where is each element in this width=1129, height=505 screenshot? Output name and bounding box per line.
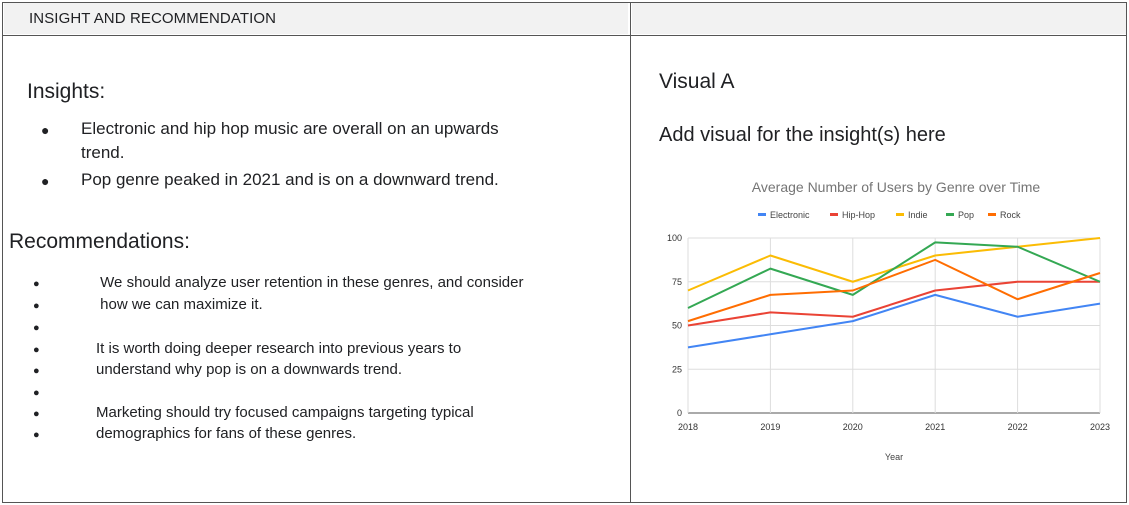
series-line-hip-hop — [687, 280, 1100, 327]
legend-swatch-pop — [946, 213, 954, 216]
legend-swatch-hip-hop — [830, 213, 838, 216]
border-top — [2, 2, 1127, 3]
border-left — [2, 2, 3, 503]
legend-label-electronic: Electronic — [770, 210, 810, 220]
bullet-dot-icon: ● — [33, 408, 40, 420]
y-tick-label: 100 — [667, 233, 682, 243]
series-line-pop — [687, 241, 1101, 309]
bullet-dot-icon: ● — [33, 344, 40, 356]
reco-line-6: ● — [33, 383, 40, 400]
x-tick-label: 2022 — [1008, 422, 1028, 432]
visual-title: Visual A — [659, 70, 735, 93]
chart-title: Average Number of Users by Genre over Ti… — [752, 179, 1041, 195]
reco-line-4: ● It is worth doing deeper research into … — [33, 340, 462, 357]
header-right-cell — [632, 3, 1126, 34]
reco-line-5: ● understand why pop is on a downwards tr… — [33, 361, 403, 378]
bullet-dot-icon: ● — [41, 173, 50, 189]
bullet-dot-icon: ● — [41, 122, 50, 138]
legend-label-hip-hop: Hip-Hop — [842, 210, 875, 220]
y-tick-label: 50 — [672, 321, 682, 331]
legend-label-indie: Indie — [908, 210, 928, 220]
x-tick-label: 2018 — [678, 422, 698, 432]
legend-swatch-indie — [896, 213, 904, 216]
border-bottom — [2, 502, 1127, 503]
bullet-dot-icon: ● — [33, 322, 40, 334]
insights-heading: Insights: — [27, 80, 106, 103]
x-tick-label: 2020 — [843, 422, 863, 432]
border-header-bottom — [2, 35, 1127, 36]
y-tick-label: 0 — [677, 408, 682, 418]
bullet-dot-icon: ● — [33, 278, 40, 290]
reco-line-2: ● how we can maximize it. — [33, 296, 263, 313]
reco-line-8: ● demographics for fans of these genres. — [33, 425, 357, 442]
legend-swatch-rock — [988, 213, 996, 216]
series-line-rock — [687, 258, 1101, 323]
section-title: INSIGHT AND RECOMMENDATION — [29, 10, 277, 27]
y-tick-label: 25 — [672, 364, 682, 374]
visual-subtitle: Add visual for the insight(s) here — [659, 124, 946, 146]
x-axis-label: Year — [885, 452, 903, 462]
bullet-dot-icon: ● — [33, 300, 40, 312]
insight-text-2: Pop genre peaked in 2021 and is on a dow… — [81, 170, 499, 189]
reco-line-3: ● — [33, 318, 40, 335]
reco-line-7: ● Marketing should try focused campaigns … — [33, 404, 474, 421]
series-line-electronic — [687, 293, 1101, 349]
x-tick-label: 2023 — [1090, 422, 1110, 432]
legend-swatch-electronic — [758, 213, 766, 216]
bullet-dot-icon: ● — [33, 365, 40, 377]
legend-label-pop: Pop — [958, 210, 974, 220]
header-left-cell — [4, 3, 628, 34]
legend-label-rock: Rock — [1000, 210, 1021, 220]
border-middle — [630, 2, 631, 503]
x-tick-label: 2019 — [760, 422, 780, 432]
border-right — [1126, 2, 1127, 503]
line-chart: Average Number of Users by Genre over Ti… — [667, 179, 1110, 462]
insight-text-1a: Electronic and hip hop music are overall… — [81, 119, 499, 138]
recommendations-heading: Recommendations: — [9, 230, 190, 253]
reco-line-1: ● We should analyze user retention in th… — [33, 274, 524, 291]
y-tick-label: 75 — [672, 277, 682, 287]
x-tick-label: 2021 — [925, 422, 945, 432]
bullet-dot-icon: ● — [33, 387, 40, 399]
insight-text-1b: trend. — [81, 143, 125, 162]
bullet-dot-icon: ● — [33, 429, 40, 441]
